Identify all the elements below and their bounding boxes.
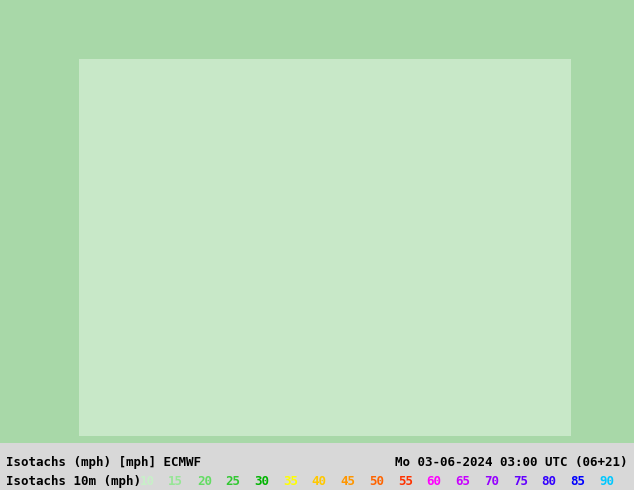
- Text: 45: 45: [340, 475, 356, 488]
- Text: 60: 60: [427, 475, 442, 488]
- Text: 35: 35: [283, 475, 298, 488]
- Text: 85: 85: [570, 475, 585, 488]
- Text: 25: 25: [226, 475, 241, 488]
- Text: Mo 03-06-2024 03:00 UTC (06+21): Mo 03-06-2024 03:00 UTC (06+21): [395, 457, 628, 469]
- Text: 80: 80: [541, 475, 557, 488]
- Text: 50: 50: [369, 475, 384, 488]
- Text: Isotachs 10m (mph): Isotachs 10m (mph): [6, 475, 141, 488]
- Text: 10: 10: [139, 475, 155, 488]
- Text: 65: 65: [455, 475, 470, 488]
- Text: 40: 40: [312, 475, 327, 488]
- Text: 30: 30: [254, 475, 269, 488]
- Text: Isotachs (mph) [mph] ECMWF: Isotachs (mph) [mph] ECMWF: [6, 457, 202, 469]
- Text: 75: 75: [513, 475, 527, 488]
- Text: 15: 15: [168, 475, 183, 488]
- Text: 20: 20: [197, 475, 212, 488]
- Text: 70: 70: [484, 475, 499, 488]
- Text: 90: 90: [599, 475, 614, 488]
- Text: 55: 55: [398, 475, 413, 488]
